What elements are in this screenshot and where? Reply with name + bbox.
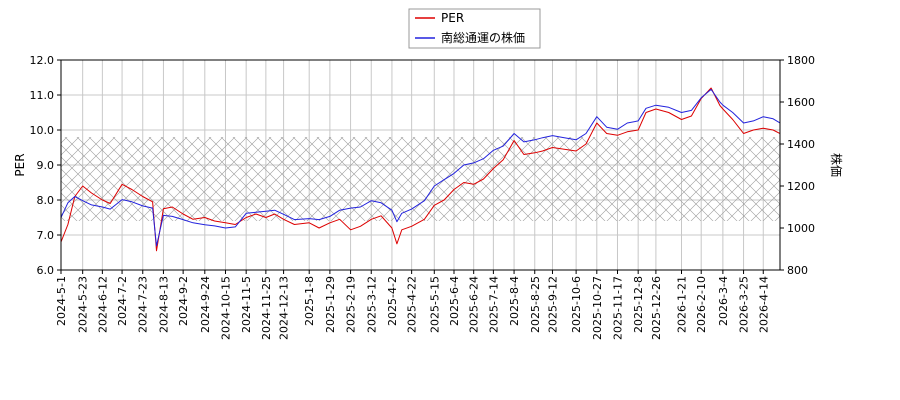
x-tick-label: 2024-11-25	[260, 276, 273, 340]
y-right-tick-label: 1800	[787, 54, 815, 67]
x-tick-label: 2024-12-13	[278, 276, 291, 340]
x-tick-label: 2024-9-24	[199, 276, 212, 333]
x-tick-label: 2025-1-29	[324, 276, 337, 333]
x-tick-label: 2026-1-21	[676, 276, 689, 333]
x-tick-label: 2025-12-8	[632, 276, 645, 333]
y-left-tick-label: 6.0	[37, 264, 55, 277]
x-tick-label: 2025-2-19	[345, 276, 358, 333]
y-right-tick-label: 1400	[787, 138, 815, 151]
y-left-tick-label: 10.0	[30, 124, 55, 137]
x-tick-label: 2025-7-14	[487, 276, 500, 333]
y-right-tick-label: 1200	[787, 180, 815, 193]
x-tick-label: 2025-5-15	[428, 276, 441, 333]
x-tick-label: 2025-6-4	[448, 276, 461, 326]
legend-box	[408, 8, 541, 49]
y-right-tick-label: 1600	[787, 96, 815, 109]
y-left-tick-label: 8.0	[37, 194, 55, 207]
x-tick-label: 2024-5-1	[55, 276, 68, 326]
y-right-tick-label: 1000	[787, 222, 815, 235]
x-tick-label: 2025-8-4	[508, 276, 521, 326]
stock-price-line	[61, 88, 780, 247]
x-tick-label: 2026-4-14	[757, 276, 770, 333]
legend-per-label: PER	[441, 11, 464, 25]
x-tick-label: 2025-1-8	[303, 276, 316, 326]
x-tick-label: 2025-8-25	[529, 276, 542, 333]
y-left-tick-label: 11.0	[30, 89, 55, 102]
x-tick-label: 2024-6-12	[96, 276, 109, 333]
x-tick-label: 2025-9-12	[546, 276, 559, 333]
legend-price-label: 南総通運の株価	[441, 30, 525, 45]
x-tick-label: 2024-11-5	[240, 276, 253, 333]
x-tick-label: 2025-12-26	[650, 276, 663, 340]
x-tick-label: 2024-9-2	[177, 276, 190, 326]
x-tick-label: 2024-5-23	[77, 276, 90, 333]
per-line	[61, 87, 780, 252]
y-axis-left-label: PER	[13, 153, 27, 176]
x-tick-label: 2026-3-25	[738, 276, 751, 333]
x-tick-label: 2025-6-24	[468, 276, 481, 333]
x-tick-label: 2025-4-22	[406, 276, 419, 333]
x-tick-label: 2025-3-12	[365, 276, 378, 333]
x-tick-label: 2024-7-23	[137, 276, 150, 333]
x-tick-label: 2026-3-4	[717, 276, 730, 326]
y-left-tick-label: 7.0	[37, 229, 55, 242]
y-left-tick-label: 9.0	[37, 159, 55, 172]
x-tick-label: 2025-11-17	[611, 276, 624, 340]
x-tick-label: 2026-2-10	[695, 276, 708, 333]
x-tick-label: 2024-7-2	[116, 276, 129, 326]
x-tick-label: 2025-10-27	[591, 276, 604, 340]
y-left-tick-label: 12.0	[30, 54, 55, 67]
y-axis-right-label: 株価	[829, 153, 844, 177]
y-right-tick-label: 800	[787, 264, 808, 277]
reference-band	[61, 137, 780, 221]
x-tick-label: 2024-10-15	[219, 276, 232, 340]
legend: PER 南総通運の株価	[408, 8, 541, 49]
x-tick-label: 2024-8-13	[157, 276, 170, 333]
x-tick-label: 2025-10-6	[570, 276, 583, 333]
x-tick-label: 2025-4-2	[386, 276, 399, 326]
